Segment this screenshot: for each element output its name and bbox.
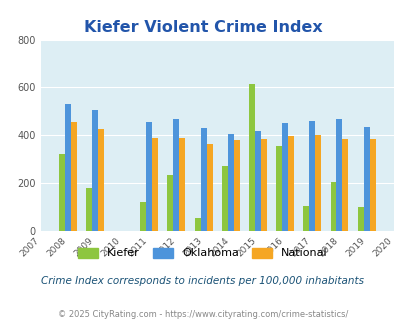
Bar	[315, 135, 320, 231]
Bar	[59, 154, 65, 231]
Bar	[342, 139, 347, 231]
Bar	[86, 188, 92, 231]
Bar	[221, 166, 227, 231]
Bar	[140, 202, 146, 231]
Bar	[146, 122, 152, 231]
Bar	[309, 121, 315, 231]
Bar	[70, 122, 77, 231]
Bar	[363, 127, 369, 231]
Bar	[206, 144, 212, 231]
Bar	[248, 84, 254, 231]
Bar	[194, 218, 200, 231]
Bar	[167, 175, 173, 231]
Bar	[92, 110, 98, 231]
Bar	[281, 123, 288, 231]
Bar	[336, 118, 342, 231]
Bar	[152, 138, 158, 231]
Legend: Kiefer, Oklahoma, National: Kiefer, Oklahoma, National	[74, 243, 331, 263]
Bar	[357, 207, 363, 231]
Bar	[369, 139, 375, 231]
Text: Kiefer Violent Crime Index: Kiefer Violent Crime Index	[83, 20, 322, 35]
Bar	[98, 129, 104, 231]
Bar	[227, 134, 233, 231]
Text: © 2025 CityRating.com - https://www.cityrating.com/crime-statistics/: © 2025 CityRating.com - https://www.city…	[58, 310, 347, 319]
Bar	[330, 182, 336, 231]
Bar	[200, 128, 206, 231]
Bar	[65, 104, 70, 231]
Bar	[173, 118, 179, 231]
Text: Crime Index corresponds to incidents per 100,000 inhabitants: Crime Index corresponds to incidents per…	[41, 276, 364, 286]
Bar	[288, 137, 293, 231]
Bar	[179, 138, 185, 231]
Bar	[275, 146, 281, 231]
Bar	[303, 206, 309, 231]
Bar	[260, 139, 266, 231]
Bar	[254, 131, 260, 231]
Bar	[233, 140, 239, 231]
